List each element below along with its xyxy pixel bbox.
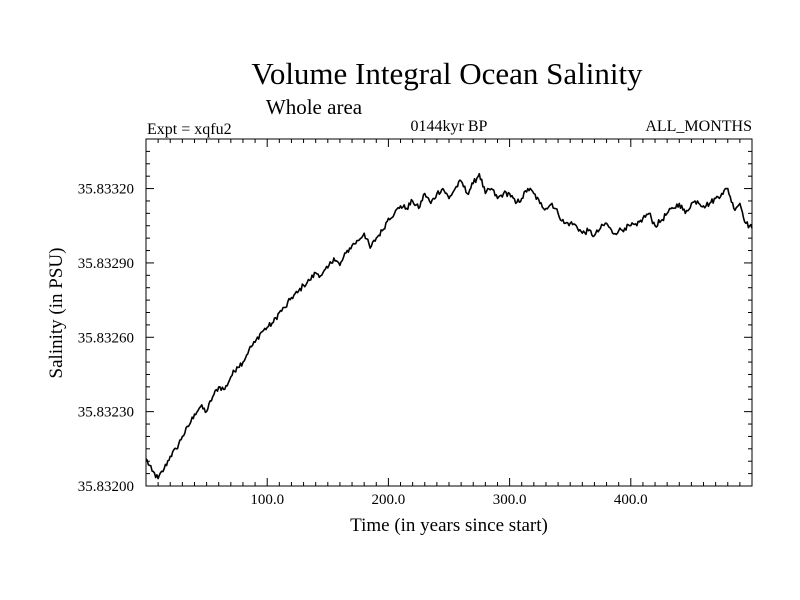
period-label: 0144kyr BP bbox=[411, 118, 488, 135]
y-axis-label: Salinity (in PSU) bbox=[46, 248, 67, 379]
y-tick-label: 35.83230 bbox=[78, 405, 134, 421]
salinity-series-line bbox=[145, 172, 753, 480]
x-tick-label: 100.0 bbox=[250, 492, 284, 508]
chart-subtitle: Whole area bbox=[266, 95, 363, 119]
chart-title: Volume Integral Ocean Salinity bbox=[251, 56, 643, 91]
x-major-ticks bbox=[266, 139, 632, 486]
y-tick-label: 35.83200 bbox=[78, 479, 134, 495]
x-tick-label: 200.0 bbox=[372, 492, 406, 508]
x-minor-ticks bbox=[157, 139, 741, 486]
y-tick-labels: 35.83200 35.83230 35.83260 35.83290 35.83320 bbox=[78, 182, 134, 495]
y-tick-label: 35.83290 bbox=[78, 256, 134, 272]
x-tick-label: 300.0 bbox=[493, 492, 527, 508]
x-tick-label: 400.0 bbox=[614, 492, 648, 508]
x-axis-label: Time (in years since start) bbox=[350, 515, 548, 536]
y-major-ticks bbox=[146, 150, 752, 487]
x-tick-labels: 100.0 200.0 300.0 400.0 bbox=[250, 492, 647, 508]
experiment-label: Expt = xqfu2 bbox=[147, 121, 232, 138]
y-tick-label: 35.83260 bbox=[78, 330, 134, 346]
months-label: ALL_MONTHS bbox=[645, 118, 752, 135]
plot-frame bbox=[145, 138, 753, 487]
y-tick-label: 35.83320 bbox=[78, 182, 134, 198]
